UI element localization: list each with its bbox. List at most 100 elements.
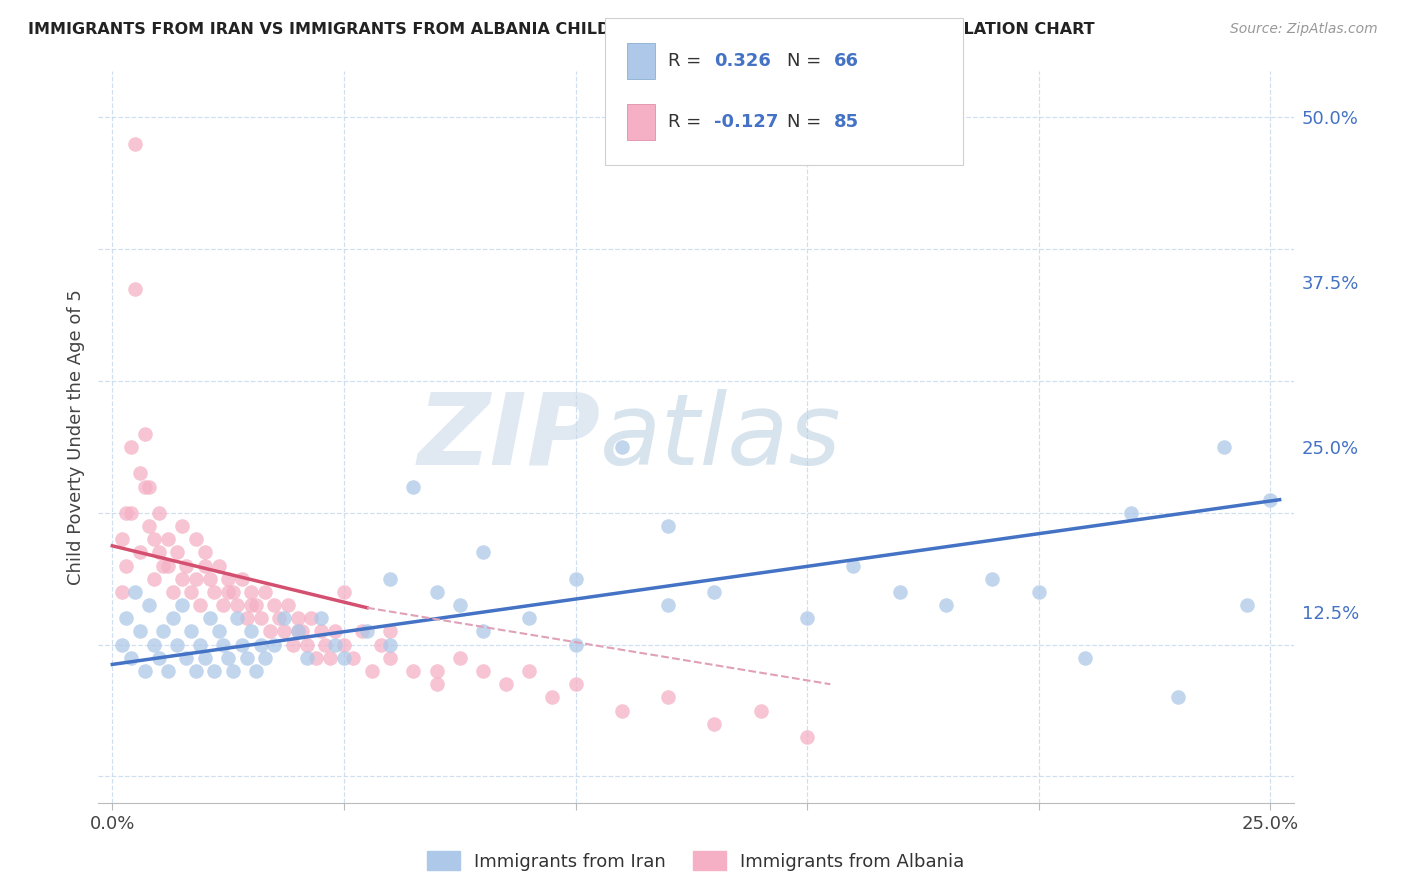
Text: atlas: atlas — [600, 389, 842, 485]
Point — [212, 638, 235, 652]
Point — [517, 611, 540, 625]
Point — [291, 624, 314, 639]
Point — [319, 650, 342, 665]
Text: Source: ZipAtlas.com: Source: ZipAtlas.com — [1230, 22, 1378, 37]
Point — [148, 506, 170, 520]
Point — [176, 558, 198, 573]
Point — [208, 558, 231, 573]
Point — [180, 585, 202, 599]
Point — [156, 664, 179, 678]
Point — [134, 426, 156, 441]
Point — [541, 690, 564, 705]
Point — [471, 545, 494, 559]
Text: N =: N = — [787, 52, 827, 70]
Text: 0.326: 0.326 — [714, 52, 770, 70]
Point — [120, 650, 142, 665]
Point — [981, 572, 1004, 586]
Point — [166, 638, 188, 652]
Point — [156, 558, 179, 573]
Point — [231, 572, 253, 586]
Point — [295, 638, 318, 652]
Point — [333, 638, 356, 652]
Point — [170, 519, 193, 533]
Point — [217, 572, 239, 586]
Point — [194, 558, 217, 573]
Point — [249, 638, 271, 652]
Point — [152, 558, 174, 573]
Text: R =: R = — [668, 52, 707, 70]
Point — [249, 611, 271, 625]
Point — [277, 598, 299, 612]
Point — [115, 558, 138, 573]
Point — [134, 479, 156, 493]
Point — [380, 650, 402, 665]
Text: IMMIGRANTS FROM IRAN VS IMMIGRANTS FROM ALBANIA CHILD POVERTY UNDER THE AGE OF 5: IMMIGRANTS FROM IRAN VS IMMIGRANTS FROM … — [28, 22, 1095, 37]
Point — [124, 282, 146, 296]
Point — [231, 638, 253, 652]
Point — [402, 479, 425, 493]
Point — [240, 598, 263, 612]
Point — [162, 585, 184, 599]
Point — [333, 585, 356, 599]
Point — [184, 572, 207, 586]
Point — [842, 558, 865, 573]
Point — [356, 624, 378, 639]
Point — [495, 677, 517, 691]
Point — [517, 664, 540, 678]
Point — [143, 533, 166, 547]
Point — [143, 572, 166, 586]
Point — [1028, 585, 1050, 599]
Point — [426, 585, 449, 599]
Point — [202, 585, 225, 599]
Legend: Immigrants from Iran, Immigrants from Albania: Immigrants from Iran, Immigrants from Al… — [420, 844, 972, 878]
Point — [657, 598, 679, 612]
Point — [1213, 440, 1236, 454]
Point — [180, 624, 202, 639]
Point — [471, 664, 494, 678]
Point — [259, 624, 281, 639]
Point — [148, 650, 170, 665]
Point — [115, 611, 138, 625]
Point — [796, 611, 818, 625]
Point — [267, 611, 290, 625]
Point — [166, 545, 188, 559]
Point — [935, 598, 957, 612]
Point — [380, 638, 402, 652]
Point — [402, 664, 425, 678]
Point — [301, 611, 323, 625]
Text: ZIP: ZIP — [418, 389, 600, 485]
Point — [222, 585, 245, 599]
Point — [295, 650, 318, 665]
Point — [370, 638, 392, 652]
Point — [254, 650, 277, 665]
Point — [235, 650, 257, 665]
Point — [110, 638, 132, 652]
Y-axis label: Child Poverty Under the Age of 5: Child Poverty Under the Age of 5 — [66, 289, 84, 585]
Point — [1074, 650, 1097, 665]
Point — [188, 638, 211, 652]
Point — [156, 533, 179, 547]
Point — [309, 611, 332, 625]
Point — [148, 545, 170, 559]
Point — [263, 638, 285, 652]
Point — [176, 650, 198, 665]
Point — [152, 624, 174, 639]
Point — [273, 611, 295, 625]
Point — [657, 690, 679, 705]
Point — [287, 624, 309, 639]
Point — [309, 624, 332, 639]
Point — [314, 638, 336, 652]
Point — [143, 638, 166, 652]
Point — [273, 624, 295, 639]
Point — [124, 585, 146, 599]
Point — [138, 479, 160, 493]
Point — [281, 638, 304, 652]
Point — [240, 624, 263, 639]
Point — [194, 650, 217, 665]
Point — [471, 624, 494, 639]
Text: 85: 85 — [834, 113, 859, 131]
Point — [129, 467, 152, 481]
Point — [194, 545, 217, 559]
Point — [120, 506, 142, 520]
Point — [208, 624, 231, 639]
